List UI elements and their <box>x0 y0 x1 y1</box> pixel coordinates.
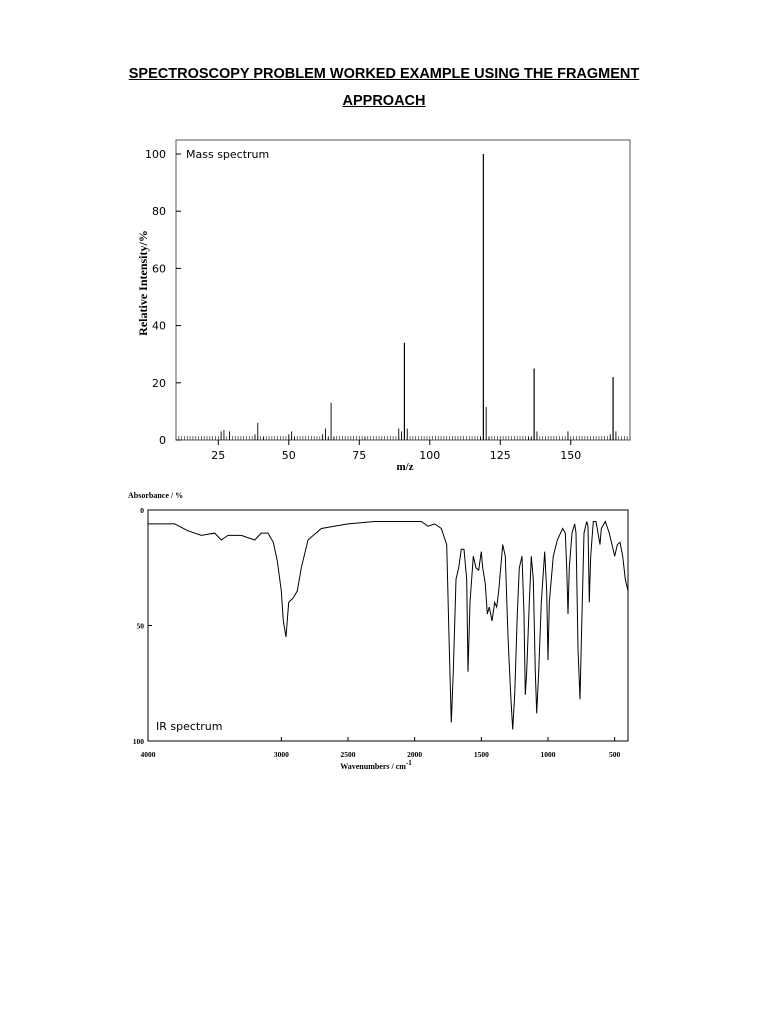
ir-x-tick-label: 1500 <box>474 750 489 759</box>
ir-x-axis-label: Wavenumbers / cm-1 <box>340 759 412 771</box>
ms-x-tick-label: 25 <box>211 449 225 462</box>
ir-y-tick-label: 100 <box>133 737 145 746</box>
ms-y-tick-label: 80 <box>152 205 166 218</box>
ir-x-axis-label-text: Wavenumbers / cm <box>340 762 406 771</box>
ir-x-tick-label: 3000 <box>274 750 289 759</box>
ir-x-tick-label: 4000 <box>141 750 156 759</box>
ms-y-tick-label: 20 <box>152 377 166 390</box>
ir-x-tick-label: 1000 <box>541 750 556 759</box>
ir-annotation: IR spectrum <box>156 720 222 733</box>
ms-x-tick-label: 100 <box>419 449 440 462</box>
ir-x-tick-label: 2000 <box>407 750 422 759</box>
ms-x-tick-label: 150 <box>560 449 581 462</box>
ms-y-axis-label: Relative Intensity/% <box>136 230 150 336</box>
ms-y-tick-label: 60 <box>152 262 166 275</box>
ir-series-line <box>148 520 629 730</box>
ms-x-tick-label: 75 <box>352 449 366 462</box>
ir-y-tick-label: 0 <box>140 506 144 515</box>
ir-x-tick-label: 2500 <box>341 750 356 759</box>
ir-x-tick-label: 500 <box>609 750 621 759</box>
ms-title: Mass spectrum <box>186 148 269 161</box>
ms-y-tick-label: 100 <box>145 148 166 161</box>
ir-y-axis-label: Absorbance / % <box>128 491 183 500</box>
ms-x-tick-label: 125 <box>490 449 511 462</box>
ms-plot-frame <box>175 139 631 441</box>
ir-y-tick-label: 50 <box>137 622 145 631</box>
ir-x-axis-label-superscript: -1 <box>406 759 412 767</box>
ms-x-tick-label: 50 <box>282 449 296 462</box>
ms-y-tick-label: 40 <box>152 320 166 333</box>
document-title-line2: APPROACH <box>342 93 426 109</box>
ms-y-tick-label: 0 <box>159 434 166 447</box>
document-title-line1: SPECTROSCOPY PROBLEM WORKED EXAMPLE USIN… <box>128 66 640 82</box>
ms-x-axis-label: m/z <box>396 461 413 473</box>
